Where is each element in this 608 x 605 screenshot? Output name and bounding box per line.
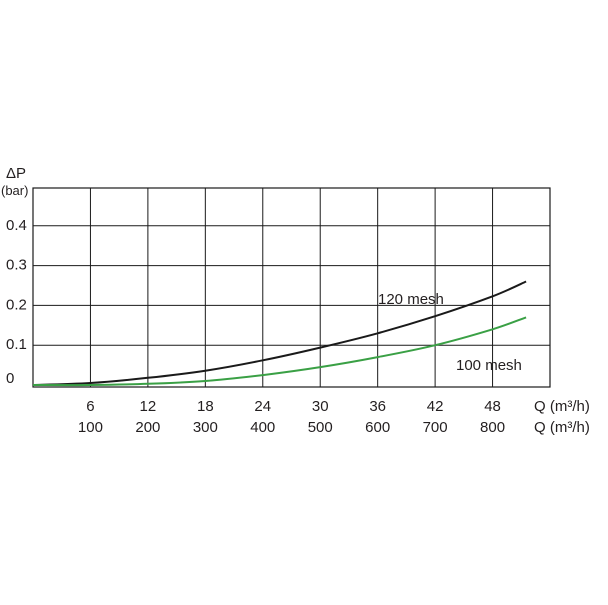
x-tick-label-primary: 30 <box>312 398 329 415</box>
x-tick-label-secondary: 800 <box>480 419 505 436</box>
x-tick-label-secondary: 700 <box>423 419 448 436</box>
y-tick-label: 0 <box>6 370 14 387</box>
plot-frame <box>32 187 551 388</box>
series-label-120-mesh: 120 mesh <box>378 291 444 308</box>
y-tick-label: 0.1 <box>6 336 27 353</box>
series-label-100-mesh: 100 mesh <box>456 357 522 374</box>
y-axis-label: ΔP <box>6 165 26 182</box>
x-tick-label-secondary: 300 <box>193 419 218 436</box>
x-axis-label-secondary: Q (m³/h) <box>534 419 590 436</box>
x-tick-label-secondary: 500 <box>308 419 333 436</box>
curves <box>32 280 527 387</box>
y-tick-label: 0.4 <box>6 217 27 234</box>
y-axis-unit: (bar) <box>1 183 28 198</box>
x-tick-label-secondary: 100 <box>78 419 103 436</box>
x-tick-label-primary: 48 <box>484 398 501 415</box>
y-tick-label: 0.3 <box>6 257 27 274</box>
x-axis-label-primary: Q (m³/h) <box>534 398 590 415</box>
x-tick-label-secondary: 600 <box>365 419 390 436</box>
curve-120-mesh <box>32 280 527 386</box>
x-tick-label-primary: 12 <box>140 398 157 415</box>
x-tick-label-primary: 24 <box>254 398 271 415</box>
x-tick-label-primary: 6 <box>86 398 94 415</box>
x-tick-label-secondary: 200 <box>135 419 160 436</box>
x-tick-label-secondary: 400 <box>250 419 275 436</box>
curve-100-mesh <box>32 316 527 387</box>
y-tick-label: 0.2 <box>6 296 27 313</box>
grid <box>32 187 551 388</box>
x-tick-label-primary: 18 <box>197 398 214 415</box>
labels: 6 100 12 200 18 300 24 400 30 500 36 600 42 700 48 800 0… <box>6 217 522 436</box>
x-tick-label-primary: 36 <box>369 398 386 415</box>
x-tick-label-primary: 42 <box>427 398 444 415</box>
